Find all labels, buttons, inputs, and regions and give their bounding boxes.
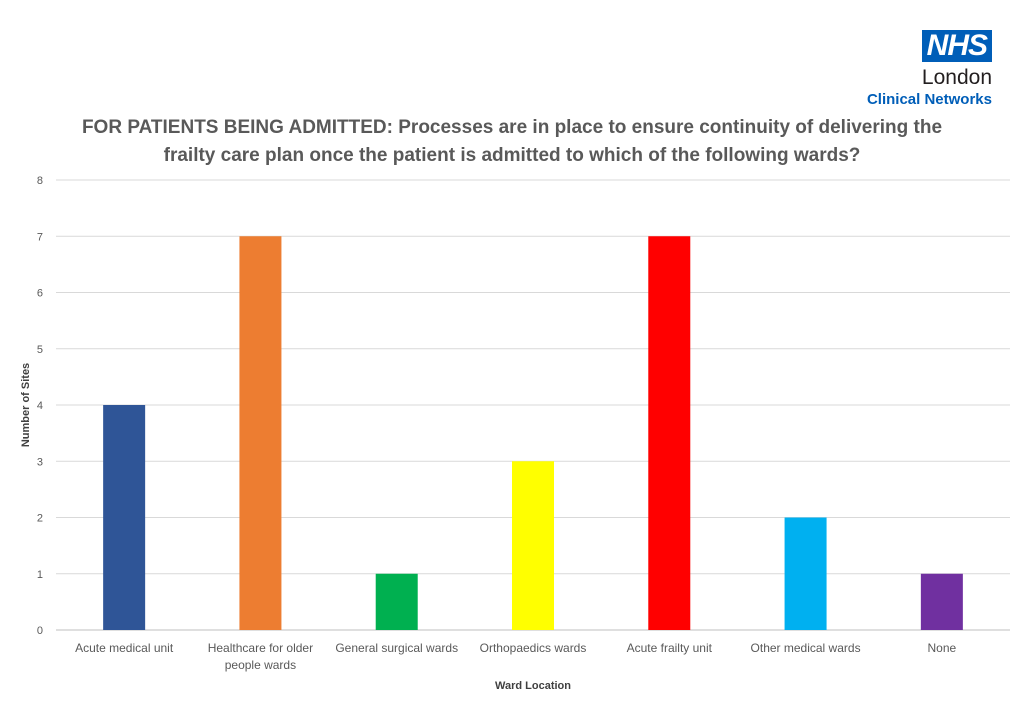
y-tick-label: 8 xyxy=(37,175,43,187)
y-tick-label: 0 xyxy=(37,625,43,637)
x-tick-label: Orthopaedics wards xyxy=(479,641,587,655)
x-tick-label: None xyxy=(927,641,957,655)
logo-network: Clinical Networks xyxy=(866,91,992,108)
x-tick-label: Acute medical unit xyxy=(75,641,174,655)
y-tick-label: 2 xyxy=(37,513,43,525)
x-axis-title: Ward Location xyxy=(495,680,571,692)
y-tick-label: 4 xyxy=(37,400,43,412)
x-tick-label: Acute frailty unit xyxy=(626,641,712,655)
y-tick-label: 3 xyxy=(37,456,43,468)
y-tick-label: 1 xyxy=(37,569,43,581)
bar-0 xyxy=(103,405,146,630)
x-tick-label: Other medical wards xyxy=(750,641,861,655)
bar-2 xyxy=(375,573,418,630)
bar-4 xyxy=(648,236,691,630)
y-axis-title: Number of Sites xyxy=(20,363,32,447)
y-tick-label: 5 xyxy=(37,344,43,356)
logo-region: London xyxy=(921,66,992,89)
y-tick-label: 6 xyxy=(37,288,43,300)
nhs-london-logo: NHS London Clinical Networks xyxy=(852,30,992,108)
x-tick-label: Healthcare for older people wards xyxy=(207,641,314,672)
bar-5 xyxy=(784,517,827,630)
chart-title: FOR PATIENTS BEING ADMITTED: Processes a… xyxy=(81,117,943,166)
bar-1 xyxy=(239,236,282,630)
nhs-logo-mark: NHS xyxy=(921,30,992,62)
bar-3 xyxy=(512,461,554,630)
y-tick-label: 7 xyxy=(37,231,43,243)
bar-6 xyxy=(920,573,963,630)
x-tick-label: General surgical wards xyxy=(335,641,459,655)
